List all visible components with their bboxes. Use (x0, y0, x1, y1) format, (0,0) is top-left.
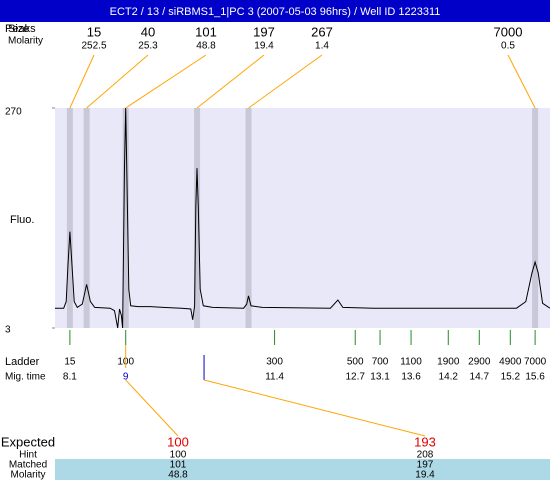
molarity-label: Molarity (10, 470, 45, 480)
expected-size: 193 (414, 434, 436, 449)
ladder-mig-time: 13.1 (370, 372, 390, 383)
trace (55, 107, 550, 329)
peak-band (66, 108, 73, 328)
mig-time-label: Mig. time (5, 372, 46, 383)
peaks-label: Peaks (5, 23, 36, 35)
ladder-mig-time: 12.7 (345, 372, 365, 383)
y-tick-label: 270 (5, 107, 22, 118)
ladder-mig-time: 14.7 (470, 372, 490, 383)
expected-label: Expected (1, 434, 55, 449)
ladder-size: 1100 (400, 357, 422, 368)
peak-molarity: 19.4 (254, 41, 274, 52)
ladder-mig-time: 13.6 (401, 372, 421, 383)
matched-size: 101 (170, 460, 187, 471)
size-label: Size (8, 23, 29, 35)
ladder-size: 300 (266, 357, 283, 368)
ladder-mig-time: 9 (123, 372, 129, 383)
connector (203, 379, 426, 437)
peak-molarity: 48.8 (196, 41, 216, 52)
hint-size: 100 (170, 450, 187, 461)
expected-size: 100 (167, 434, 189, 449)
y-tick-label: 3 (5, 325, 11, 336)
peak-band (532, 108, 539, 328)
connector (248, 54, 323, 109)
matched-molarity: 19.4 (415, 470, 435, 480)
peak-size: 40 (141, 24, 155, 39)
hint-label: Hint (19, 450, 37, 461)
ladder-size: 1900 (437, 357, 460, 368)
peak-size: 101 (195, 24, 217, 39)
ladder-label: Ladder (5, 356, 40, 368)
ladder-mig-time: 11.4 (265, 372, 284, 383)
peak-size: 15 (87, 24, 101, 39)
molarity-label: Molarity (8, 36, 43, 47)
hint-size: 208 (417, 450, 434, 461)
peak-molarity: 25.3 (138, 41, 158, 52)
peak-molarity: 252.5 (81, 41, 106, 52)
peak-band (245, 108, 252, 328)
y-axis-label: Fluo. (10, 214, 34, 226)
matched-size: 197 (417, 460, 434, 471)
ladder-size: 7000 (524, 357, 547, 368)
peak-molarity: 0.5 (501, 41, 515, 52)
ladder-mig-time: 15.6 (525, 372, 545, 383)
ladder-size: 15 (64, 357, 76, 368)
chart-title: ECT2 / 13 / siRBMS1_1|PC 3 (2007-05-03 9… (110, 6, 441, 18)
ladder-mig-time: 15.2 (501, 372, 521, 383)
connector (86, 54, 149, 109)
ladder-size: 700 (372, 357, 389, 368)
peak-band (83, 108, 90, 328)
matched-band (55, 459, 550, 480)
peak-molarity: 1.4 (315, 41, 329, 52)
title-bar (0, 0, 550, 22)
connector (125, 379, 179, 437)
matched-label: Matched (9, 460, 47, 471)
peak-band (122, 108, 129, 328)
connector (125, 54, 207, 109)
plot-area (55, 108, 550, 328)
peak-size: 7000 (494, 24, 523, 39)
ladder-mig-time: 14.2 (439, 372, 459, 383)
matched-molarity: 48.8 (168, 470, 188, 480)
peak-size: 267 (311, 24, 333, 39)
ladder-mig-time: 8.1 (63, 372, 77, 383)
peak-band (194, 108, 201, 328)
connector (69, 54, 95, 109)
ladder-size: 500 (347, 357, 364, 368)
connector (196, 54, 265, 109)
ladder-size: 4900 (499, 357, 522, 368)
peak-size: 197 (253, 24, 275, 39)
connector (507, 54, 536, 109)
ladder-size: 2900 (468, 357, 491, 368)
